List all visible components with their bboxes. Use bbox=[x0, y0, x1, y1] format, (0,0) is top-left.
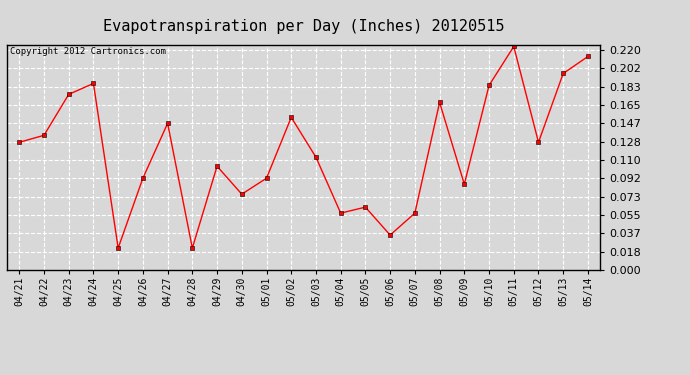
Text: Copyright 2012 Cartronics.com: Copyright 2012 Cartronics.com bbox=[10, 47, 166, 56]
Text: Evapotranspiration per Day (Inches) 20120515: Evapotranspiration per Day (Inches) 2012… bbox=[103, 19, 504, 34]
